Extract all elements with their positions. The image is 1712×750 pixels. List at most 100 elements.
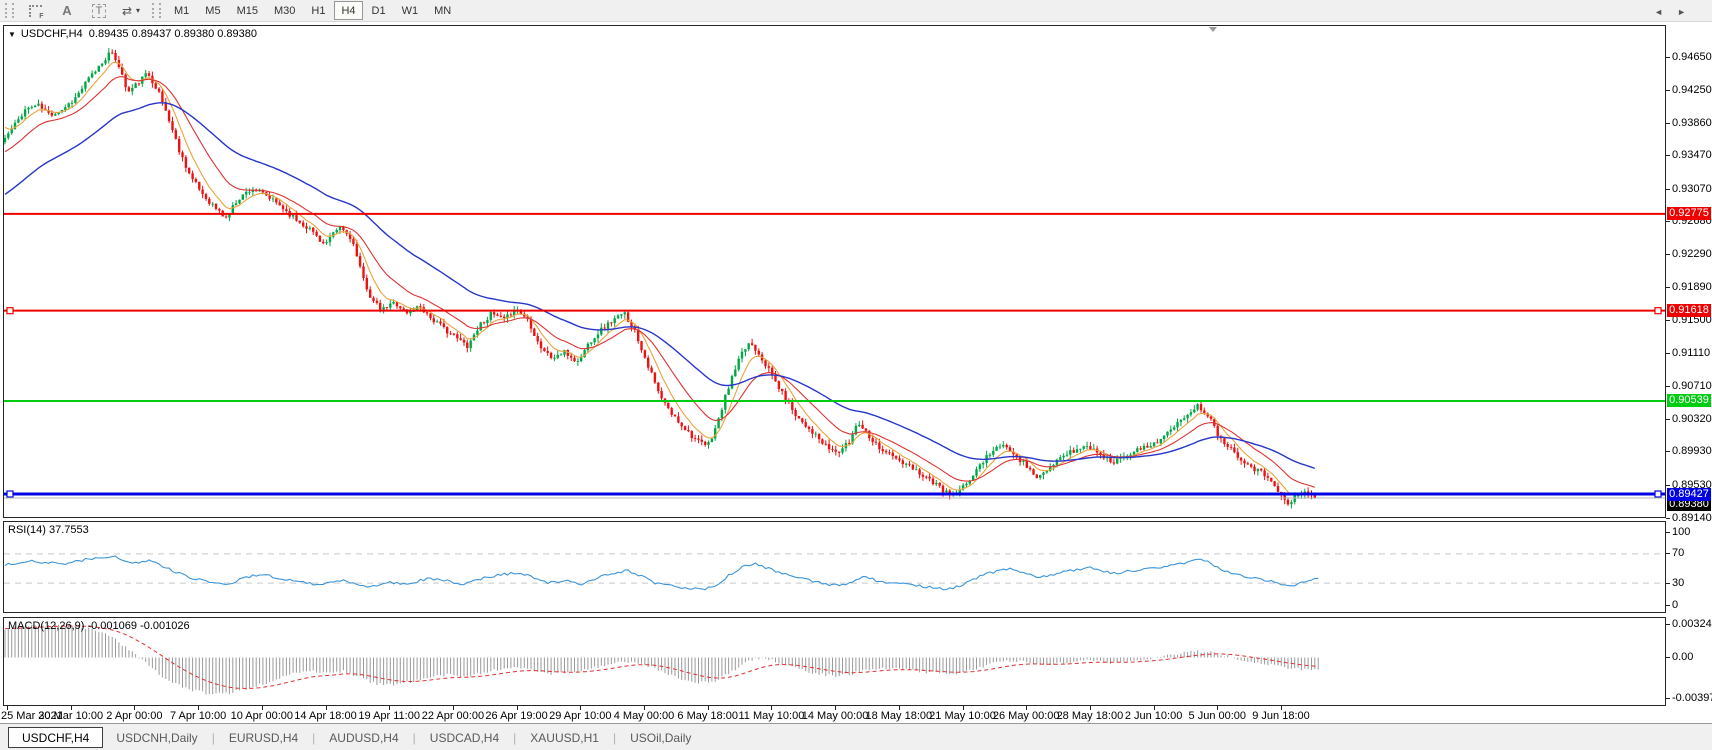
rsi-axis-label: 0 bbox=[1672, 598, 1679, 611]
macd-indicator-panel[interactable] bbox=[3, 617, 1666, 706]
price-axis-tick bbox=[1666, 221, 1670, 223]
chart-shift-marker-icon bbox=[1209, 27, 1217, 32]
chart-tab-usdcnh[interactable]: USDCNH,Daily bbox=[116, 730, 198, 745]
time-axis-tick bbox=[1217, 706, 1219, 710]
time-axis-label: 14 May 00:00 bbox=[801, 710, 869, 722]
chart-tab-usoil[interactable]: USOil,Daily bbox=[630, 730, 692, 745]
timeframe-button-m30[interactable]: M30 bbox=[273, 4, 296, 17]
price-axis-tick bbox=[1666, 320, 1670, 322]
arrange-arrows-tool-button[interactable]: ⇄ ▾ bbox=[117, 2, 145, 20]
time-axis-label: 2 Apr 00:00 bbox=[106, 710, 163, 722]
chart-ohlc-values: 0.89435 0.89437 0.89380 0.89380 bbox=[88, 28, 257, 40]
tab-scroll-left-icon[interactable]: ◄ bbox=[1654, 7, 1678, 17]
timeframe-button-h4[interactable]: H4 bbox=[334, 1, 363, 20]
time-axis-label: 10 Apr 00:00 bbox=[230, 710, 293, 722]
timeframe-button-w1[interactable]: W1 bbox=[401, 4, 419, 17]
macd-axis-tick bbox=[1666, 657, 1670, 658]
tab-separator: | bbox=[513, 730, 517, 745]
macd-axis[interactable]: 0.003241 0.00 -0.003976 bbox=[1666, 617, 1712, 706]
price-axis-tick bbox=[1666, 253, 1670, 255]
timeframe-button-h1[interactable]: H1 bbox=[311, 4, 326, 17]
rsi-line bbox=[4, 555, 1319, 591]
timeframe-button-m15[interactable]: M15 bbox=[236, 4, 258, 17]
tab-scroll-arrows: ◄► bbox=[1654, 7, 1700, 17]
time-axis-label: 21 May 10:00 bbox=[929, 710, 996, 722]
time-axis-tick bbox=[516, 706, 518, 710]
tab-separator: | bbox=[211, 730, 215, 745]
price-axis-tick bbox=[1666, 451, 1670, 453]
rsi-axis-tick bbox=[1666, 553, 1670, 555]
price-level-badge: 0.91618 bbox=[1667, 304, 1711, 318]
rsi-axis-label: 30 bbox=[1672, 576, 1685, 589]
timeframe-grip-handle[interactable] bbox=[152, 3, 161, 18]
rsi-axis-tick bbox=[1666, 531, 1670, 533]
time-axis-tick bbox=[452, 706, 454, 710]
arrange-arrows-tool-icon: ⇄ bbox=[121, 3, 133, 18]
time-axis-tick bbox=[707, 706, 709, 710]
price-level-badge: 0.90539 bbox=[1667, 394, 1711, 408]
ohlc-collapse-icon[interactable]: ▼ bbox=[8, 30, 16, 39]
rsi-axis-tick bbox=[1666, 604, 1670, 606]
time-axis-tick bbox=[771, 706, 773, 710]
time-axis-label: 18 May 18:00 bbox=[865, 710, 933, 722]
timeframe-button-m1[interactable]: M1 bbox=[174, 4, 190, 17]
time-axis[interactable]: 25 Mar 2021 30 Mar 10:00 2 Apr 00:00 7 Apr … bbox=[0, 706, 1712, 723]
price-chart-canvas[interactable] bbox=[3, 25, 1666, 518]
price-axis-tick bbox=[1666, 188, 1670, 190]
chart-tab-usdcad[interactable]: USDCAD,H4 bbox=[429, 730, 500, 745]
time-axis-tick bbox=[198, 706, 200, 710]
price-axis-tick bbox=[1666, 352, 1670, 354]
time-axis-label: 9 Jun 18:00 bbox=[1252, 710, 1310, 722]
price-axis[interactable]: 0.94650 0.94250 0.93860 0.93470 0.93070 0.926… bbox=[1666, 25, 1712, 524]
time-axis-label: 4 May 00:00 bbox=[613, 710, 675, 722]
timeframe-button-d1[interactable]: D1 bbox=[371, 4, 386, 17]
price-axis-label: 0.91890 bbox=[1672, 281, 1712, 294]
price-axis-label: 0.90320 bbox=[1672, 412, 1712, 425]
time-axis-label: 7 Apr 10:00 bbox=[169, 710, 227, 722]
time-axis-tick bbox=[261, 706, 263, 710]
chart-tab-xauusd[interactable]: XAUUSD,H1 bbox=[530, 730, 599, 745]
rsi-indicator-panel[interactable] bbox=[3, 521, 1666, 613]
time-axis-label: 28 May 18:00 bbox=[1056, 710, 1124, 722]
current-price-badge: 0.89380 bbox=[1667, 498, 1711, 512]
time-axis-tick bbox=[644, 706, 645, 710]
time-axis-tick bbox=[389, 706, 391, 710]
price-axis-tick bbox=[1666, 287, 1670, 289]
macd-histogram bbox=[4, 624, 1319, 695]
chart-tab-eurusd[interactable]: EURUSD,H4 bbox=[228, 730, 299, 745]
tab-separator: | bbox=[412, 730, 416, 745]
text-box-tool-icon: T bbox=[91, 3, 107, 18]
chart-tab-usdchf[interactable]: USDCHF,H4 bbox=[8, 727, 104, 748]
text-box-tool-button[interactable]: T bbox=[85, 2, 113, 20]
time-axis-label: 2 Jun 10:00 bbox=[1124, 710, 1183, 722]
chart-title[interactable]: ▼ USDCHF,H4 0.89435 0.89437 0.89380 0.893… bbox=[8, 28, 257, 40]
price-axis-label: 0.89930 bbox=[1672, 445, 1712, 458]
price-axis-tick bbox=[1666, 418, 1670, 420]
price-axis-label: 0.94650 bbox=[1672, 50, 1712, 63]
tab-scroll-right-icon[interactable]: ► bbox=[1677, 7, 1700, 17]
toolbar-grip-handle[interactable] bbox=[5, 3, 14, 18]
timeframe-button-m5[interactable]: M5 bbox=[205, 4, 221, 17]
macd-axis-label: -0.003976 bbox=[1672, 691, 1712, 704]
chart-tab-audusd[interactable]: AUDUSD,H4 bbox=[329, 730, 399, 745]
dropdown-caret-icon[interactable]: ▾ bbox=[136, 6, 141, 15]
time-axis-tick bbox=[134, 706, 136, 710]
time-axis-tick bbox=[325, 706, 327, 710]
rsi-axis-label: 70 bbox=[1672, 547, 1685, 560]
time-axis-tick bbox=[580, 706, 582, 710]
price-axis-label: 0.93070 bbox=[1672, 182, 1712, 195]
time-axis-tick bbox=[962, 706, 964, 710]
macd-axis-tick bbox=[1666, 697, 1670, 699]
macd-axis-label: 0.003241 bbox=[1672, 617, 1712, 630]
price-axis-tick bbox=[1666, 155, 1670, 157]
grid-f-tool-icon: F bbox=[28, 4, 44, 20]
toolbar: F A T ⇄ ▾ M1 M5 M15 M30 H1 H4 D1 W1 MN bbox=[0, 0, 1712, 22]
text-label-tool-button[interactable]: A bbox=[53, 2, 81, 20]
price-level-badge: 0.92775 bbox=[1667, 207, 1711, 221]
time-axis-label: 25 Mar 2021 bbox=[1, 710, 63, 722]
text-label-tool-icon: A bbox=[62, 3, 72, 18]
rsi-axis[interactable]: 100 70 30 0 bbox=[1666, 521, 1712, 613]
grid-f-tool-button[interactable]: F bbox=[21, 2, 49, 20]
time-axis-label: 6 May 18:00 bbox=[677, 710, 738, 722]
timeframe-button-mn[interactable]: MN bbox=[434, 4, 452, 17]
